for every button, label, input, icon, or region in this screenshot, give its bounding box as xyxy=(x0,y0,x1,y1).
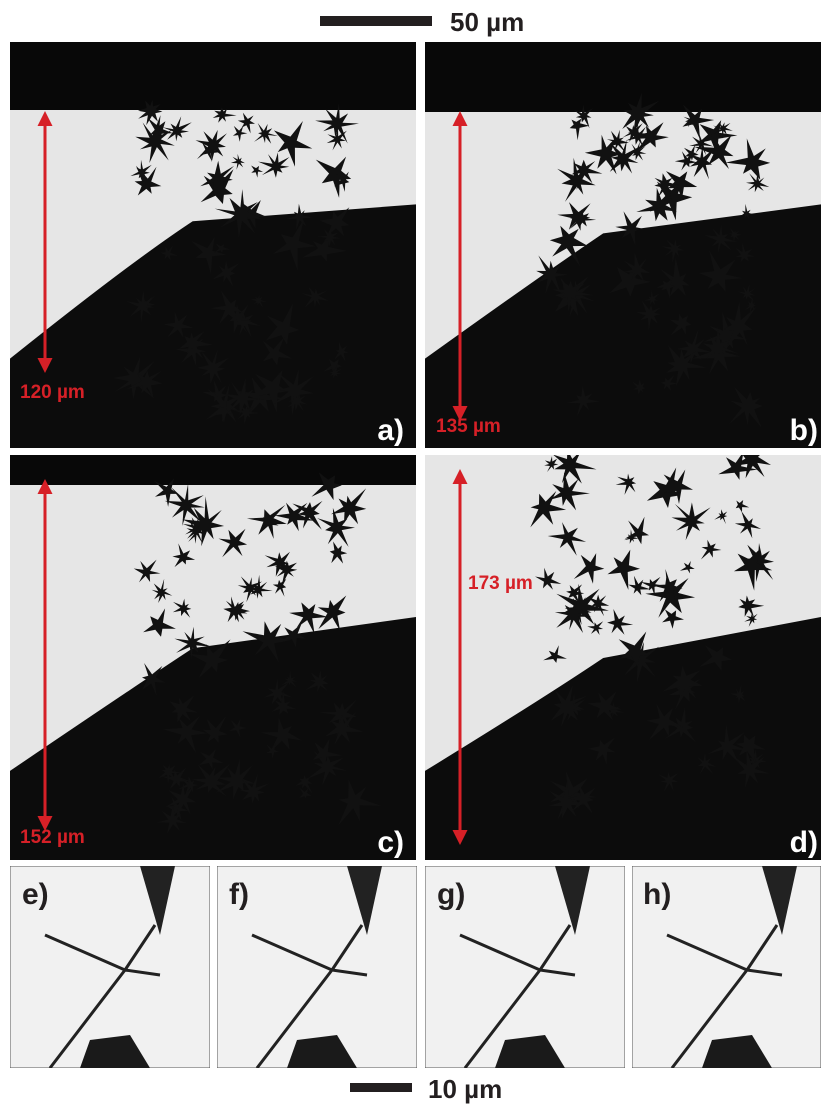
measurement: 120 µm xyxy=(20,382,85,403)
panel-label: g) xyxy=(437,878,465,911)
panel-label: h) xyxy=(643,878,671,911)
scale-bar xyxy=(350,1083,412,1092)
scale-bar xyxy=(320,16,432,26)
micrograph xyxy=(425,442,821,860)
micrograph xyxy=(10,455,416,860)
figure: 50 µm 10 µm 120 µm 135 µm 152 µm 173 µm … xyxy=(0,0,821,1106)
electrode xyxy=(425,42,821,112)
scale-bar-label: 50 µm xyxy=(450,7,524,37)
panel-label: d) xyxy=(790,826,818,859)
scale-bar-label: 10 µm xyxy=(428,1074,502,1104)
panel-label: b) xyxy=(790,414,818,447)
measurement: 152 µm xyxy=(20,827,85,848)
measurement: 135 µm xyxy=(436,416,501,437)
measurement: 173 µm xyxy=(468,573,533,594)
micrographs xyxy=(10,42,821,1068)
panel-label: e) xyxy=(22,878,49,911)
micrograph xyxy=(425,42,821,448)
panel-label: c) xyxy=(377,826,404,859)
panel-label: a) xyxy=(377,414,404,447)
electrode xyxy=(10,42,416,110)
electrode xyxy=(10,455,416,485)
panel-label: f) xyxy=(229,878,249,911)
page: 50 µm 10 µm 120 µm 135 µm 152 µm 173 µm … xyxy=(0,0,821,1106)
